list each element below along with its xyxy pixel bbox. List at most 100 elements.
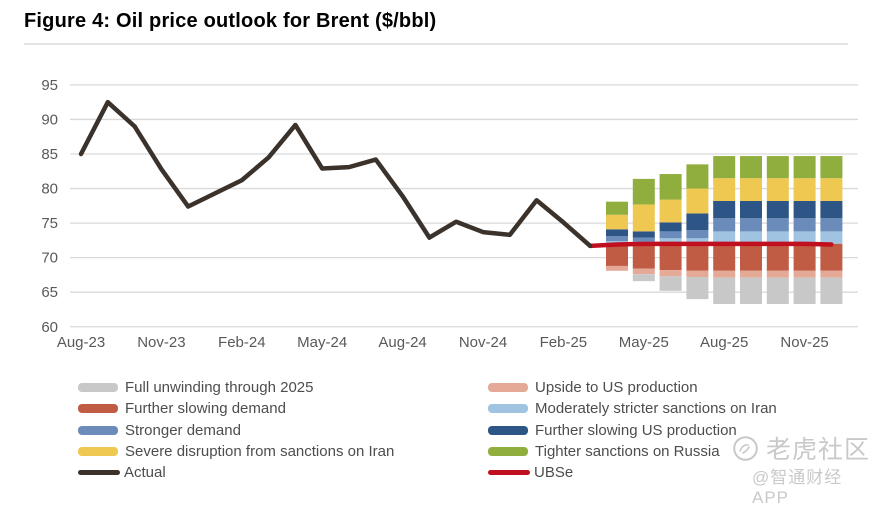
bar-segment	[766, 231, 789, 244]
bar-segment	[632, 231, 655, 238]
bar-segment	[659, 199, 682, 223]
legend-swatch-icon	[78, 447, 118, 457]
bar-segment	[740, 156, 762, 179]
scenario-bar-Nov-25	[793, 156, 816, 304]
bar-segment	[632, 274, 655, 282]
x-tick-label: Aug-25	[700, 334, 748, 351]
figure-title: Figure 4: Oil price outlook for Brent ($…	[24, 10, 437, 32]
scenario-bar-Apr-25	[606, 201, 628, 271]
legend-label: Stronger demand	[125, 421, 241, 439]
bar-segment	[793, 270, 816, 278]
bar-segment	[740, 277, 762, 304]
bar-segment	[713, 277, 736, 304]
bar-segment	[766, 270, 789, 278]
legend-label: Further slowing US production	[535, 421, 737, 439]
x-tick-label: May-24	[297, 334, 347, 351]
bar-segment	[740, 200, 762, 219]
x-tick-label: Feb-24	[218, 334, 266, 351]
y-tick-label: 70	[41, 250, 58, 267]
legend-swatch-icon	[488, 470, 530, 476]
legend-item: Upside to US production	[488, 377, 777, 398]
legend-column-right: Upside to US production Moderately strict…	[488, 377, 777, 483]
watermark-community: 老虎社区	[732, 430, 870, 466]
legend-column-left: Full unwinding through 2025 Further slowi…	[78, 377, 394, 483]
bar-segment	[659, 243, 682, 271]
bar-segment	[766, 156, 789, 179]
bar-segment	[820, 277, 843, 304]
y-tick-label: 95	[41, 77, 58, 94]
legend-item: Further slowing US production	[488, 420, 777, 441]
scenario-bar-Sep-25	[740, 156, 762, 304]
x-tick-label: Nov-24	[459, 334, 507, 351]
y-tick-label: 65	[41, 284, 58, 301]
brent-outlook-chart: 60 65 70 75 80 85 90 95 Aug-23 Nov-23 Feb-24 May-24…	[41, 77, 858, 351]
bar-segment	[686, 243, 709, 271]
bar-segment	[793, 243, 816, 271]
scenario-bar-Aug-25	[713, 156, 736, 304]
legend-item: Tighter sanctions on Russia	[488, 441, 777, 462]
bar-segment	[713, 156, 736, 179]
legend-swatch-icon	[78, 383, 118, 393]
bar-segment	[659, 174, 682, 200]
title-divider	[24, 43, 848, 45]
bar-segment	[740, 218, 762, 232]
bar-segment	[766, 200, 789, 219]
bar-segment	[686, 213, 709, 231]
bar-segment	[766, 178, 789, 201]
scenario-bar-Jun-25	[659, 174, 682, 291]
actual-line	[78, 99, 593, 249]
bar-segment	[659, 270, 682, 277]
bar-segment	[632, 237, 655, 242]
y-tick-label: 75	[41, 215, 58, 232]
bar-segment	[820, 243, 843, 271]
x-tick-label: Aug-23	[57, 334, 105, 351]
watermark-community-text: 老虎社区	[766, 436, 871, 464]
bar-segment	[793, 277, 816, 304]
y-tick-label: 60	[41, 319, 58, 336]
bar-segment	[713, 231, 736, 244]
bar-segment	[820, 200, 843, 219]
legend-item: Actual	[78, 462, 394, 483]
legend-item: Further slowing demand	[78, 398, 394, 419]
y-tick-label: 85	[41, 146, 58, 163]
legend-item: Severe disruption from sanctions on Iran	[78, 441, 394, 462]
y-tick-label: 90	[41, 111, 58, 128]
scenario-bar-Oct-25	[766, 156, 789, 304]
bar-segment	[713, 270, 736, 278]
bar-segment	[740, 270, 762, 278]
bar-segment	[659, 238, 682, 244]
legend-item: Full unwinding through 2025	[78, 377, 394, 398]
bar-segment	[686, 230, 709, 239]
x-tick-label: Aug-24	[378, 334, 426, 351]
x-tick-label: Nov-25	[780, 334, 828, 351]
legend-swatch-icon	[78, 470, 120, 476]
bar-segment	[659, 222, 682, 232]
x-tick-label: May-25	[619, 334, 669, 351]
bar-segment	[606, 265, 628, 271]
bar-segment	[793, 231, 816, 244]
bar-segment	[766, 218, 789, 232]
bar-segment	[820, 156, 843, 179]
bar-segment	[766, 277, 789, 304]
bar-segment	[740, 178, 762, 201]
bar-segment	[606, 236, 628, 242]
bar-segment	[793, 178, 816, 201]
legend-item: Moderately stricter sanctions on Iran	[488, 398, 777, 419]
legend-label: UBSe	[534, 464, 574, 482]
bar-segment	[713, 178, 736, 201]
legend-swatch-icon	[78, 404, 118, 414]
legend-swatch-icon	[78, 425, 118, 435]
bar-segment	[659, 276, 682, 291]
bar-segment	[713, 200, 736, 219]
x-tick-label: Nov-23	[137, 334, 185, 351]
bar-segment	[632, 243, 655, 269]
bar-segment	[793, 218, 816, 232]
legend-item: Stronger demand	[78, 420, 394, 441]
bar-segment	[606, 214, 628, 230]
bar-segment	[659, 231, 682, 239]
tiger-logo-icon	[733, 435, 758, 461]
legend-swatch-icon	[488, 447, 528, 457]
bar-segment	[820, 178, 843, 201]
bar-segment	[632, 268, 655, 275]
chart-legend: Full unwinding through 2025 Further slowi…	[0, 377, 872, 487]
